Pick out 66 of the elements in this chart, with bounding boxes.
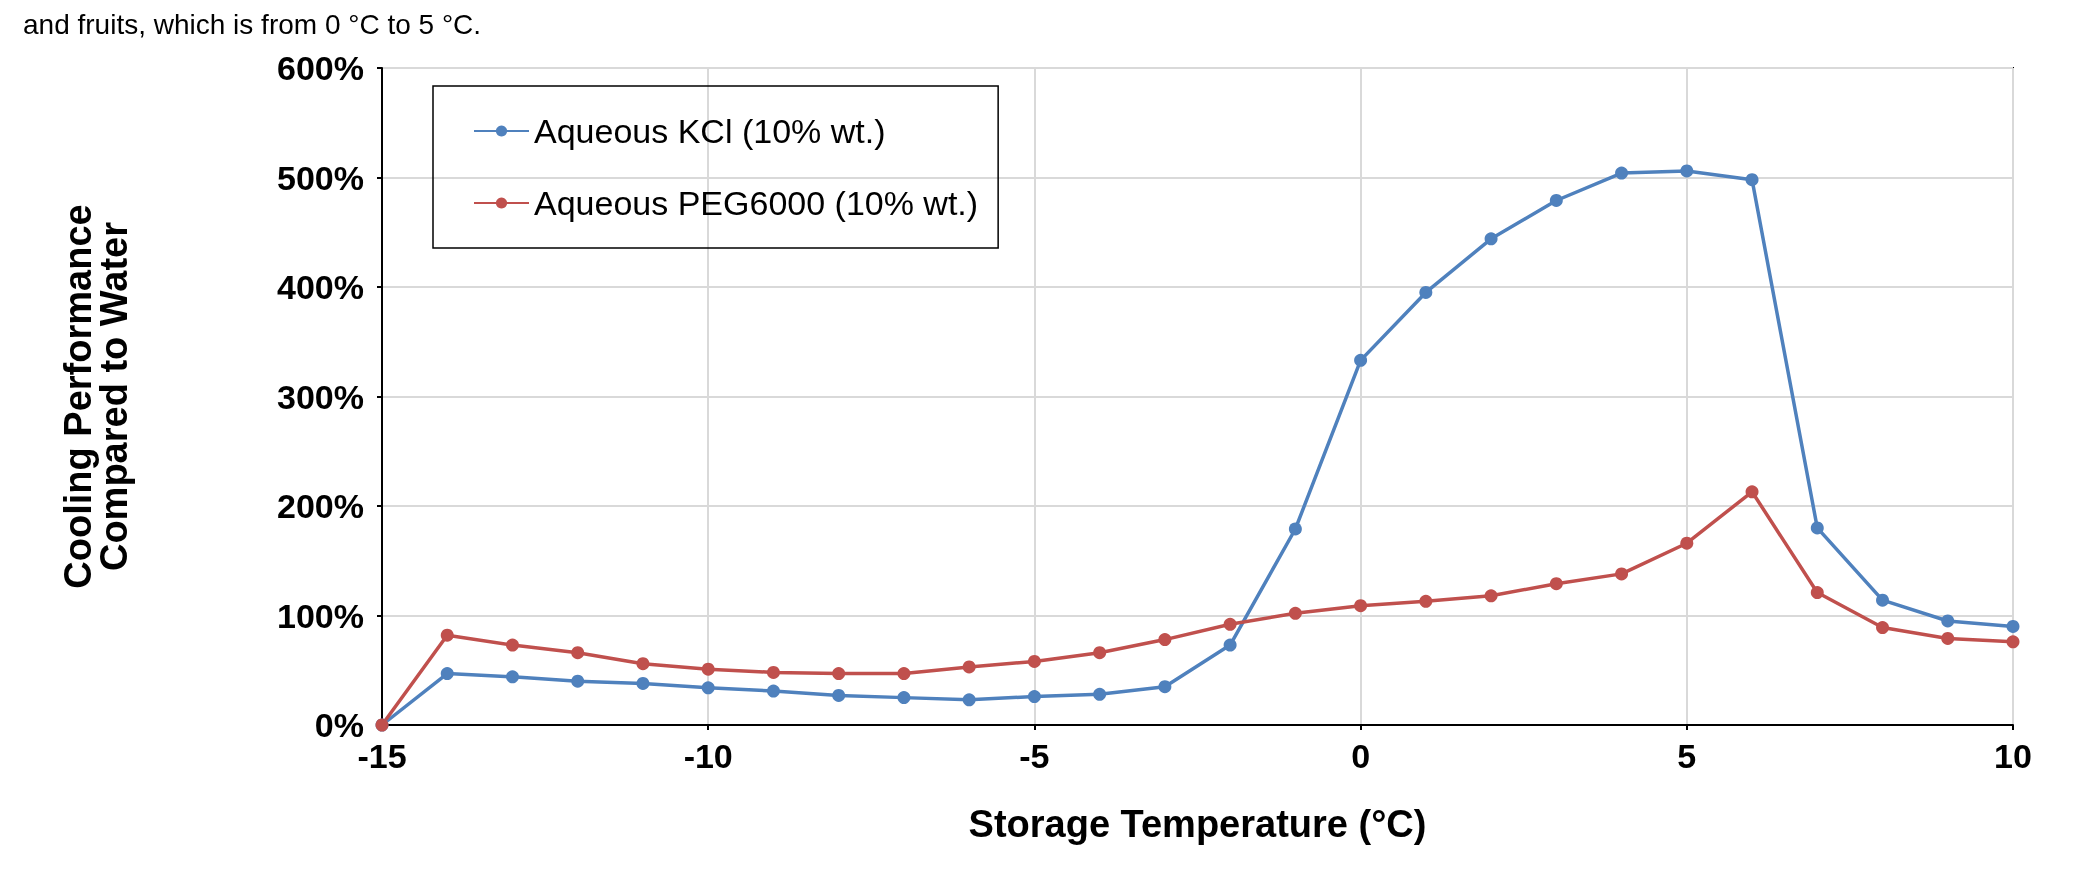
y-tick-label: 500% — [277, 158, 364, 197]
point — [701, 662, 715, 676]
y-tick-label: 100% — [277, 596, 364, 635]
y-tick-label: 200% — [277, 487, 364, 525]
point — [1484, 232, 1498, 246]
point — [571, 674, 585, 688]
point — [440, 628, 454, 642]
legend-label: Aqueous PEG6000 (10% wt.) — [534, 184, 979, 222]
point — [505, 670, 519, 684]
point — [1941, 614, 1955, 628]
point — [636, 657, 650, 671]
point — [1810, 521, 1824, 535]
point — [1288, 522, 1302, 536]
point — [1680, 164, 1694, 178]
point — [701, 681, 715, 695]
point — [1354, 353, 1368, 367]
point — [1549, 577, 1563, 591]
y-tick-label: 300% — [277, 377, 364, 416]
point — [1745, 485, 1759, 499]
y-axis-title: Cooling Performance Compared to Water — [57, 204, 135, 589]
point — [832, 667, 846, 681]
point — [1419, 594, 1433, 608]
point — [571, 646, 585, 660]
point — [1223, 638, 1237, 652]
x-tick-label: 0 — [1351, 737, 1371, 775]
point — [1027, 690, 1041, 704]
point — [1158, 633, 1172, 647]
point — [2006, 635, 2020, 649]
text: and fruits, which is from 0 °C to 5 °C. — [23, 8, 482, 40]
point — [1810, 586, 1824, 599]
point — [1876, 621, 1890, 635]
point — [505, 638, 519, 652]
point — [897, 667, 911, 681]
point — [2006, 619, 2020, 633]
point — [1419, 285, 1433, 299]
point — [832, 688, 846, 702]
point — [1941, 632, 1955, 645]
x-axis-title: Storage Temperature (°C) — [968, 803, 1427, 845]
point — [766, 684, 780, 698]
point — [962, 660, 976, 674]
point — [1354, 599, 1368, 613]
point — [1288, 606, 1302, 620]
point — [1745, 173, 1759, 187]
point — [1876, 593, 1890, 607]
point — [1223, 617, 1237, 631]
x-tick-label: 10 — [1994, 737, 2032, 775]
point — [1680, 536, 1694, 550]
y-tick-label: 600% — [277, 49, 364, 87]
point — [962, 693, 976, 707]
point — [1158, 680, 1172, 694]
point — [897, 691, 911, 705]
point — [440, 667, 454, 681]
x-tick-label: -10 — [683, 737, 733, 775]
point — [1093, 687, 1107, 701]
point — [1093, 646, 1107, 660]
point — [636, 676, 650, 690]
point — [1615, 567, 1629, 581]
point — [766, 665, 780, 679]
point — [1615, 166, 1629, 180]
point — [1549, 194, 1563, 207]
y-tick-label: 400% — [277, 268, 364, 306]
x-tick-label: -5 — [1019, 737, 1050, 775]
point — [1027, 654, 1041, 668]
legend-label: Aqueous KCl (10% wt.) — [534, 112, 886, 150]
point — [1484, 589, 1498, 603]
x-tick-label: 5 — [1677, 737, 1697, 775]
